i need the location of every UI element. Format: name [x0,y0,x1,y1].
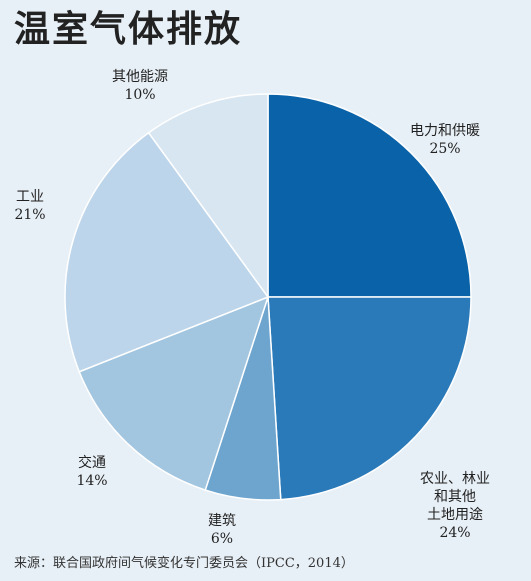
slice-label: 交通 14% [76,454,107,490]
slice-value-label: 6% [210,531,234,547]
source-note: 来源：联合国政府间气候变化专门委员会（IPCC，2014） [14,556,354,571]
slice-label-text: 交通 [78,455,106,471]
pie-slice [64,131,270,373]
slice-value-label: 21% [14,207,46,223]
slice-label: 其他能源 10% [112,68,168,104]
slice-label-text: 工业 [16,189,44,205]
pie-slice [78,295,270,492]
slice-label: 电力和供暖 25% [410,122,480,158]
slice-value-label: 14% [76,473,108,489]
slice-label-text: 农业、林业和其他 [420,471,490,505]
slice-label-text: 建筑 [208,513,236,529]
slice-label: 农业、林业和其他土地用途 24% [417,470,493,542]
slice-value-label: 10% [124,87,156,103]
slice-label: 工业 21% [14,188,45,224]
slice-value-label: 25% [429,141,461,157]
pie-slice [267,296,472,501]
slice-label-text: 土地用途 [427,507,483,523]
slice-label: 建筑 6% [208,512,236,548]
chart-title: 温室气体排放 [14,9,243,50]
slice-value-label: 24% [439,525,471,541]
pie-slice [267,93,472,298]
slice-label-text: 电力和供暖 [410,123,480,139]
slice-label-text: 其他能源 [112,69,168,85]
pie-slice [147,93,269,300]
